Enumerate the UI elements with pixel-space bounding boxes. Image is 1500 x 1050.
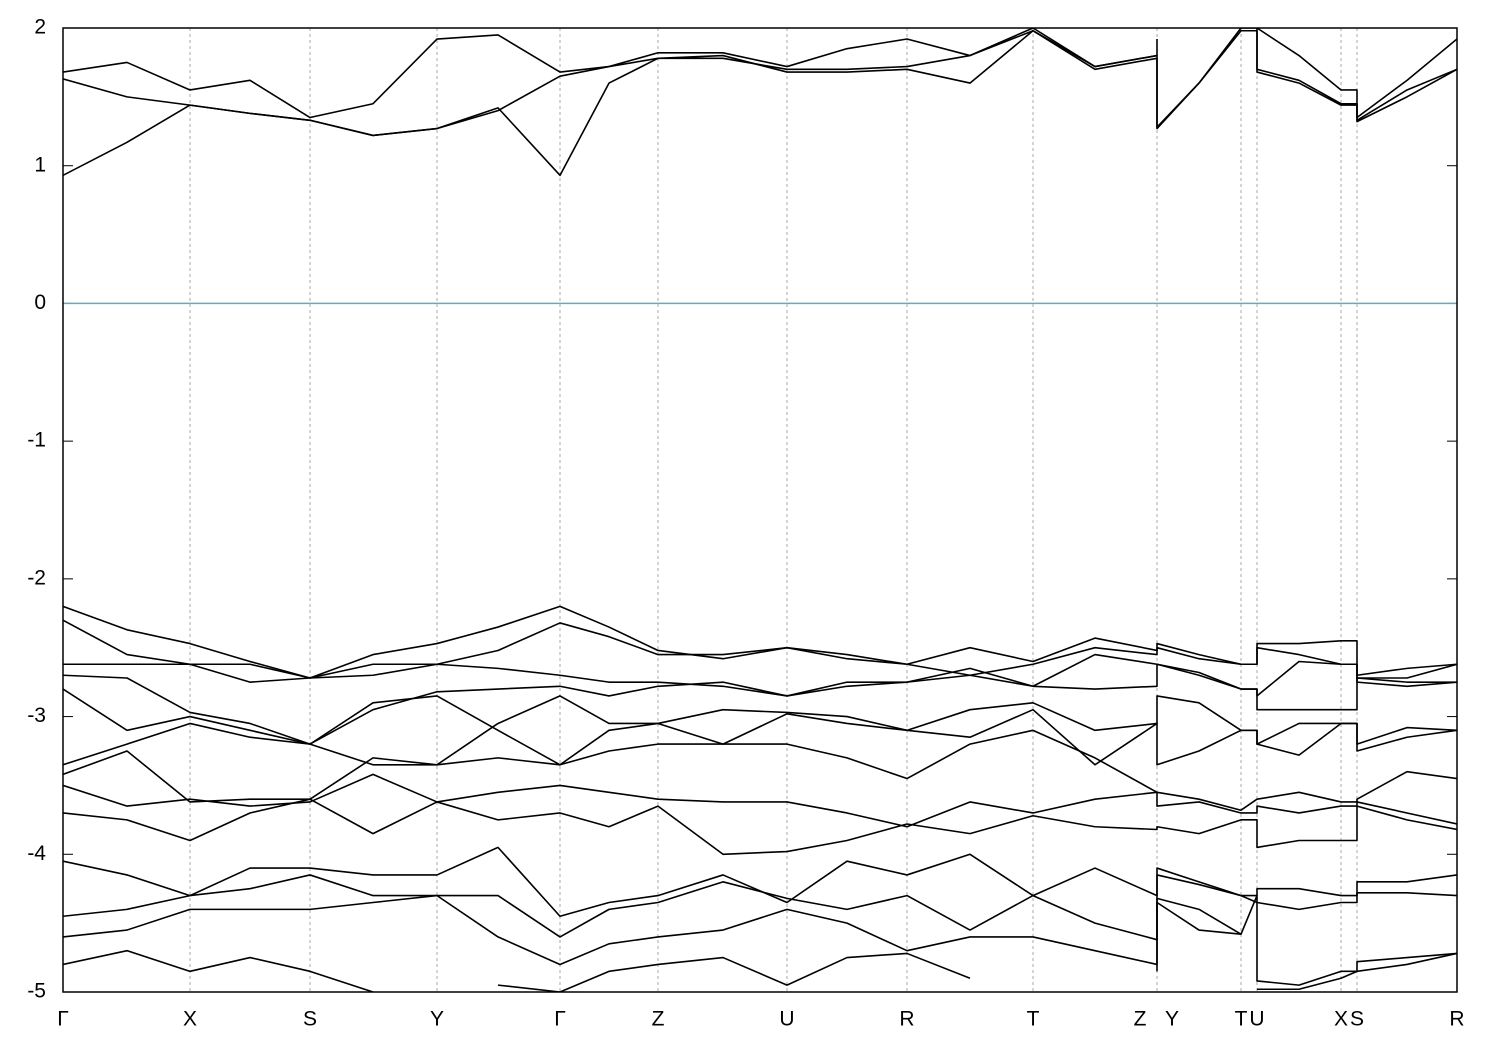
x-tick-label: Z — [652, 1008, 665, 1031]
x-tick-label: Y — [1165, 1008, 1179, 1031]
band-line — [63, 874, 1457, 986]
x-tick-label: S — [1350, 1008, 1364, 1031]
y-tick-label: 2 — [34, 16, 46, 39]
x-tick-label: Y — [430, 1008, 444, 1031]
x-tick-label: T — [1027, 1008, 1040, 1031]
y-tick-label: 1 — [34, 153, 46, 176]
band-line — [63, 846, 1457, 918]
band-line — [63, 688, 1457, 766]
band-line — [63, 729, 1457, 812]
bands — [63, 28, 1457, 992]
x-tick-label: Z — [1134, 1008, 1147, 1031]
x-tick-label: Γ — [57, 1008, 69, 1031]
y-tick-label: -3 — [27, 704, 46, 727]
band-line — [63, 28, 1457, 119]
x-tick-label: Γ — [554, 1008, 566, 1031]
band-line — [63, 874, 1457, 941]
y-tick-label: -2 — [27, 566, 46, 589]
band-line — [63, 28, 1457, 137]
band-line — [63, 619, 1457, 679]
x-tick-label: U — [1249, 1008, 1264, 1031]
x-tick-label: R — [1449, 1008, 1464, 1031]
band-line — [63, 773, 1457, 828]
y-tick-label: -5 — [27, 980, 46, 1003]
x-tick-label: X — [1334, 1008, 1348, 1031]
x-tick-label: R — [899, 1008, 914, 1031]
plot-frame — [62, 27, 1458, 993]
y-tick-label: 0 — [34, 291, 46, 314]
x-tick-label: T — [1235, 1008, 1248, 1031]
x-tick-label: S — [303, 1008, 317, 1031]
band-line — [63, 695, 1457, 766]
y-tick-label: -4 — [27, 842, 46, 865]
y-tick-label: -1 — [27, 429, 46, 452]
band-line — [63, 901, 1457, 992]
band-line — [63, 605, 1457, 679]
x-tick-label: U — [779, 1008, 794, 1031]
band-line — [63, 798, 1457, 856]
x-tick-label: X — [183, 1008, 197, 1031]
band-line — [63, 663, 1457, 745]
